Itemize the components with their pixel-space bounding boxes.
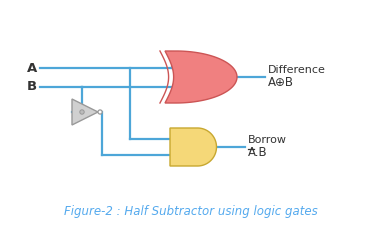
Text: Difference: Difference: [268, 65, 326, 75]
Text: A⊕B: A⊕B: [268, 76, 294, 90]
Text: Figure-2 : Half Subtractor using logic gates: Figure-2 : Half Subtractor using logic g…: [64, 205, 318, 218]
Polygon shape: [170, 128, 217, 166]
Circle shape: [80, 110, 84, 114]
Text: Borrow: Borrow: [248, 135, 286, 145]
Text: A.B: A.B: [248, 146, 267, 160]
Circle shape: [98, 110, 102, 114]
Polygon shape: [72, 99, 98, 125]
Text: A: A: [27, 61, 37, 74]
Polygon shape: [165, 51, 237, 103]
Text: B: B: [27, 81, 37, 94]
